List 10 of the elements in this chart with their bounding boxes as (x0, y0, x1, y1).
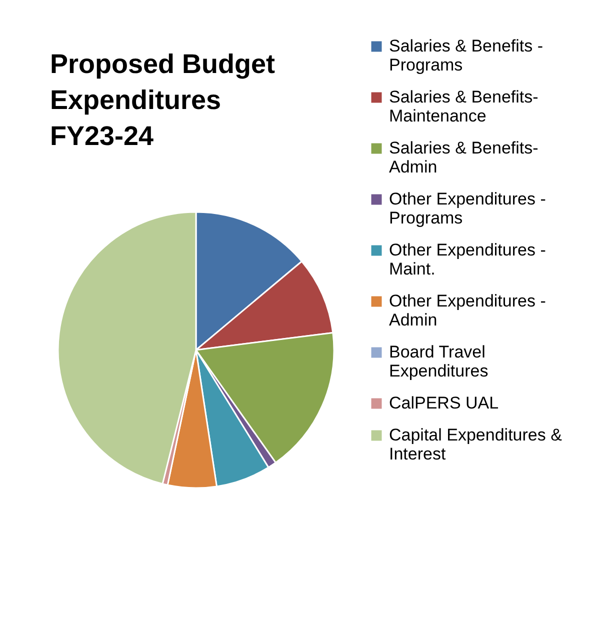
legend-label: Salaries & Benefits-Maintenance (389, 88, 538, 126)
text: Proposed Budget Expenditures FY23-24 (50, 49, 276, 151)
legend-label: Salaries & Benefits - Programs (389, 36, 544, 74)
legend-label: Salaries & Benefits-Admin (389, 138, 538, 176)
legend-label: Other Expenditures - Programs (389, 190, 546, 228)
legend-label: Capital Expenditures & Interest (389, 426, 563, 464)
legend-label: CalPERS UAL (389, 394, 499, 412)
legend-label: Board Travel Expenditures (389, 342, 488, 380)
legend-label: Other Expenditures - Maint. (389, 240, 546, 278)
legend-label: Other Expenditures - Admin (389, 292, 546, 330)
